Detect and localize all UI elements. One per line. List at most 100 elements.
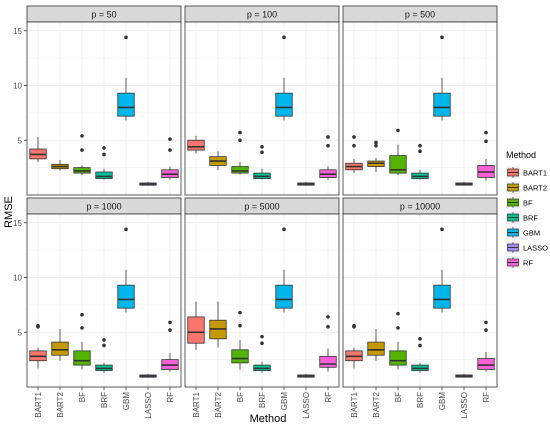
box-gbm	[275, 227, 293, 313]
x-tick-label-rf: RF	[482, 392, 491, 403]
x-tick-label-bf: BF	[78, 392, 87, 402]
box-bart1	[29, 136, 47, 163]
y-tick-label: 5	[18, 136, 23, 145]
legend-label: BART1	[523, 169, 547, 178]
box-bart1	[187, 301, 205, 350]
legend-label: RF	[523, 259, 533, 268]
x-tick-label-bart2: BART2	[372, 391, 381, 417]
x-tick-label-brf: BRF	[416, 392, 425, 408]
outlier-point	[238, 130, 242, 135]
outlier-point	[418, 143, 422, 148]
x-tick-label-gbm: GBM	[122, 392, 131, 411]
y-axis-label: RMSE	[3, 196, 15, 228]
box-gbm	[117, 35, 135, 121]
legend-item-rf: RF	[506, 256, 533, 269]
outlier-point	[440, 227, 444, 232]
outlier-point	[260, 145, 264, 149]
box-iqr	[275, 284, 293, 309]
outlier-point	[168, 137, 172, 141]
facet-p-100: p = 100	[184, 5, 340, 196]
box-iqr	[389, 350, 407, 366]
box-bart2	[209, 301, 227, 348]
facet-p-1000: p = 1000	[26, 197, 182, 388]
box-lasso	[139, 181, 157, 186]
box-rf	[477, 130, 495, 181]
box-bf	[389, 311, 407, 370]
box-brf	[95, 146, 113, 180]
box-brf	[95, 338, 113, 373]
outlier-point	[418, 337, 422, 341]
facet-p-5000: p = 5000	[184, 197, 340, 388]
box-rf	[161, 320, 179, 372]
outlier-point	[260, 334, 264, 339]
box-bf	[73, 134, 91, 176]
legend-item-bart2: BART2	[506, 181, 547, 194]
outlier-point	[418, 343, 422, 348]
legend-label: LASSO	[523, 244, 548, 253]
box-brf	[253, 145, 271, 180]
outlier-point	[396, 311, 400, 316]
box-lasso	[297, 373, 315, 378]
y-tick-label: 10	[13, 274, 22, 283]
x-tick-label-lasso: LASSO	[302, 392, 311, 419]
y-tick-label: 10	[13, 82, 22, 91]
box-brf	[411, 337, 429, 373]
outlier-point	[238, 138, 242, 143]
box-bart1	[187, 135, 205, 154]
legend-label: BART2	[523, 184, 547, 193]
y-tick-label: 5	[18, 328, 23, 337]
box-bart2	[51, 159, 69, 171]
box-iqr	[319, 355, 337, 368]
x-tick-label-gbm: GBM	[438, 392, 447, 411]
outlier-point	[80, 326, 84, 330]
box-brf	[411, 143, 429, 180]
outlier-point	[124, 227, 128, 232]
outlier-point	[326, 143, 330, 148]
y-tick-label: 15	[13, 27, 22, 36]
outlier-point	[396, 326, 400, 330]
legend-item-bart1: BART1	[506, 166, 547, 179]
outlier-point	[352, 143, 356, 148]
outlier-point	[484, 328, 488, 332]
facet-strip-label: p = 100	[247, 10, 277, 20]
outlier-point	[484, 320, 488, 325]
box-gbm	[433, 227, 451, 313]
outlier-point	[80, 312, 84, 317]
box-bart2	[51, 328, 69, 361]
facet-p-500: p = 500	[342, 5, 498, 196]
facet-strip-label: p = 50	[91, 10, 116, 20]
outlier-point	[326, 324, 330, 329]
x-tick-label-bart2: BART2	[56, 391, 65, 417]
x-axis-label: Method	[250, 413, 287, 425]
box-lasso	[139, 373, 157, 378]
outlier-point	[238, 323, 242, 328]
legend-item-lasso: LASSO	[506, 241, 548, 254]
box-gbm	[433, 35, 451, 121]
facet-p-10000: p = 10000	[342, 197, 498, 388]
box-iqr	[187, 139, 205, 151]
x-tick-label-lasso: LASSO	[144, 392, 153, 419]
legend-label: GBM	[523, 229, 540, 238]
outlier-point	[80, 134, 84, 138]
x-tick-label-brf: BRF	[100, 392, 109, 408]
outlier-point	[352, 323, 356, 328]
box-iqr	[51, 341, 69, 356]
box-iqr	[117, 92, 135, 117]
outlier-point	[282, 227, 286, 232]
box-lasso	[455, 181, 473, 186]
outlier-point	[168, 148, 172, 152]
x-tick-label-bart1: BART1	[34, 391, 43, 417]
outlier-point	[326, 315, 330, 319]
outlier-point	[168, 320, 172, 325]
box-iqr	[95, 171, 113, 179]
box-rf	[477, 320, 495, 372]
legend: Method BART1 BART2 BF BRF GBM LASSO RF	[506, 150, 548, 269]
facet-strip-label: p = 500	[405, 10, 435, 20]
axes: 5 10 15 5 10 15 BART1 BART2 BF BRF GBM LASSO RF BART1…	[13, 27, 491, 419]
x-tick-label-bf: BF	[394, 392, 403, 402]
facet-panels: p = 50 p = 100 p = 500 p = 1000 p = 5000 p = …	[26, 5, 498, 388]
outlier-point	[168, 328, 172, 332]
box-rf	[319, 135, 337, 180]
x-tick-label-rf: RF	[324, 392, 333, 403]
box-rf	[319, 315, 337, 372]
